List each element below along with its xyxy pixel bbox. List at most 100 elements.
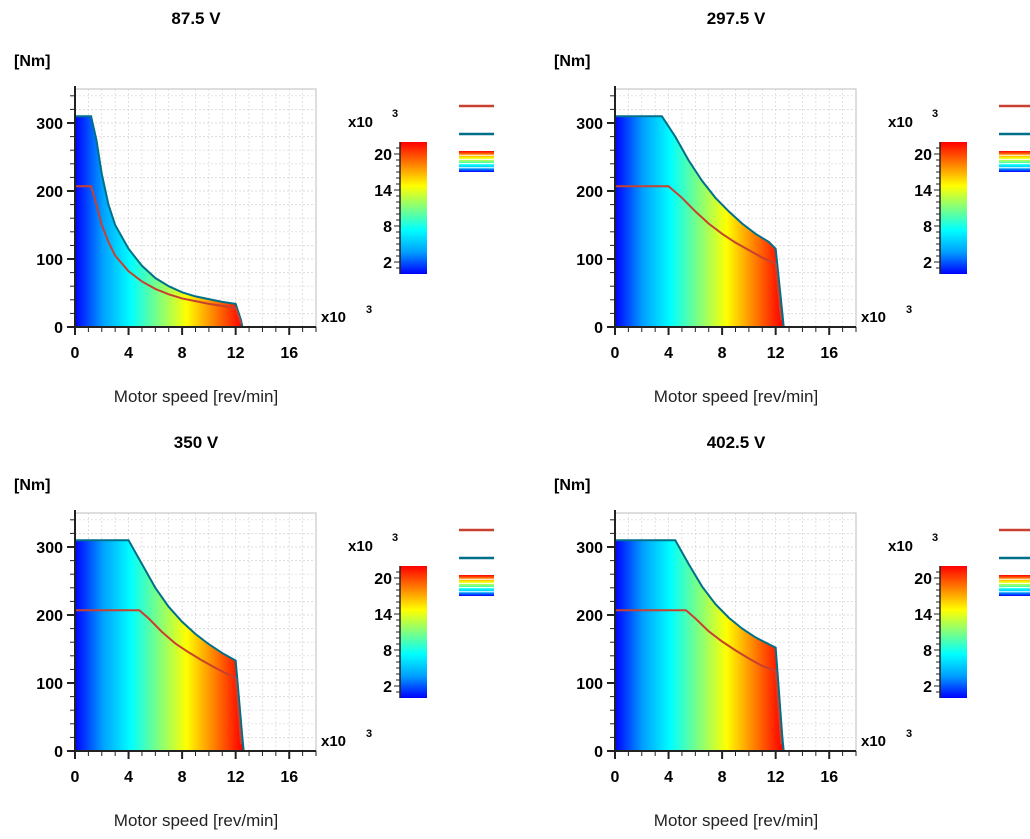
legend — [459, 528, 494, 596]
colorbar-tick-label: 2 — [923, 679, 932, 696]
colorbar-tick-label: 2 — [923, 255, 932, 272]
colorbar-tick-label: 2 — [383, 255, 392, 272]
x-multiplier: x10 — [861, 309, 886, 326]
x-multiplier: x10 — [321, 309, 346, 326]
colorbar-multiplier-exponent: 3 — [392, 108, 398, 120]
colorbar-tick-label: 14 — [914, 183, 932, 200]
legend-colormap-swatch — [999, 151, 1030, 172]
colorbar — [940, 142, 967, 274]
y-tick-label: 200 — [576, 608, 603, 625]
y-tick-label: 300 — [36, 540, 63, 557]
x-multiplier-exponent: 3 — [906, 728, 912, 740]
colorbar — [400, 566, 427, 698]
x-tick-label: 12 — [767, 769, 785, 786]
y-tick-label: 200 — [36, 184, 63, 201]
y-tick-label: 0 — [594, 320, 603, 337]
x-tick-label: 12 — [227, 345, 245, 362]
x-multiplier: x10 — [861, 733, 886, 750]
max-torque-line — [75, 539, 316, 752]
x-tick-label: 16 — [280, 345, 298, 362]
x-tick-label: 0 — [71, 345, 80, 362]
x-multiplier-exponent: 3 — [366, 304, 372, 316]
colorbar-tick-label: 14 — [914, 607, 932, 624]
x-tick-label: 4 — [124, 345, 133, 362]
efficiency-map-area — [75, 116, 316, 327]
legend — [999, 528, 1030, 596]
colorbar-multiplier: x10 — [888, 114, 913, 131]
x-tick-label: 12 — [767, 345, 785, 362]
colorbar-tick-label: 20 — [374, 571, 392, 588]
y-tick-label: 100 — [36, 676, 63, 693]
x-tick-label: 12 — [227, 769, 245, 786]
x-tick-label: 16 — [280, 769, 298, 786]
rated-torque-line — [75, 609, 243, 745]
y-axis-unit: [Nm] — [554, 53, 590, 70]
colorbar — [400, 142, 427, 274]
x-tick-label: 0 — [71, 769, 80, 786]
max-torque-line — [615, 115, 856, 328]
colorbar — [940, 566, 967, 698]
y-tick-label: 100 — [576, 252, 603, 269]
chart-panel-297-5v: 297.5 V [Nm] 0 100 200 300 0 4 8 12 16 x10 3 Motor sp… — [540, 0, 1030, 415]
efficiency-map-area — [75, 540, 316, 751]
efficiency-map-area — [615, 116, 856, 327]
y-tick-label: 0 — [594, 744, 603, 761]
colorbar-tick-label: 8 — [383, 219, 392, 236]
x-tick-label: 8 — [178, 769, 187, 786]
x-axis-label: Motor speed [rev/min] — [654, 387, 818, 406]
chart-svg: 402.5 V [Nm] 0 100 200 300 0 4 8 12 16 x10 3 Motor sp… — [554, 433, 1030, 830]
y-tick-label: 100 — [36, 252, 63, 269]
colorbar-multiplier: x10 — [888, 538, 913, 555]
x-tick-label: 4 — [664, 769, 673, 786]
x-tick-label: 4 — [124, 769, 133, 786]
x-tick-label: 16 — [820, 769, 838, 786]
legend — [459, 104, 494, 172]
x-tick-label: 8 — [718, 345, 727, 362]
chart-svg: 87.5 V [Nm] 0 100 200 300 0 4 8 12 16 x10 3 Motor spe… — [14, 9, 494, 406]
colorbar-tick-label: 20 — [914, 571, 932, 588]
x-tick-label: 8 — [718, 769, 727, 786]
rated-torque-line — [615, 609, 783, 745]
y-tick-label: 0 — [54, 320, 63, 337]
x-tick-label: 16 — [820, 345, 838, 362]
colorbar-tick-label: 8 — [923, 219, 932, 236]
colorbar-tick-label: 14 — [374, 183, 392, 200]
colorbar-tick-label: 8 — [383, 643, 392, 660]
rated-torque-line — [75, 185, 242, 324]
y-tick-label: 200 — [576, 184, 603, 201]
chart-title: 297.5 V — [707, 9, 766, 28]
x-tick-label: 8 — [178, 345, 187, 362]
legend — [999, 104, 1030, 172]
x-tick-label: 4 — [664, 345, 673, 362]
x-multiplier-exponent: 3 — [906, 304, 912, 316]
legend-colormap-swatch — [999, 575, 1030, 596]
x-multiplier-exponent: 3 — [366, 728, 372, 740]
x-axis-label: Motor speed [rev/min] — [114, 387, 278, 406]
x-tick-label: 0 — [611, 769, 620, 786]
efficiency-map-area — [615, 540, 856, 751]
y-axis-unit: [Nm] — [554, 477, 590, 494]
colorbar-tick-label: 20 — [914, 147, 932, 164]
y-tick-label: 100 — [576, 676, 603, 693]
y-tick-label: 300 — [576, 116, 603, 133]
colorbar-multiplier-exponent: 3 — [932, 108, 938, 120]
colorbar-tick-label: 20 — [374, 147, 392, 164]
y-tick-label: 300 — [576, 540, 603, 557]
colorbar-multiplier-exponent: 3 — [932, 532, 938, 544]
chart-panel-350v: 350 V [Nm] 0 100 200 300 0 4 8 12 16 x10 3 Motor spee… — [0, 424, 540, 839]
max-torque-line — [615, 539, 856, 752]
max-torque-line — [75, 115, 316, 328]
x-tick-label: 0 — [611, 345, 620, 362]
rated-torque-line — [615, 185, 783, 321]
x-axis-label: Motor speed [rev/min] — [114, 811, 278, 830]
y-tick-label: 300 — [36, 116, 63, 133]
chart-panel-87-5v: 87.5 V [Nm] 0 100 200 300 0 4 8 12 16 x10 3 Motor spe… — [0, 0, 540, 415]
chart-title: 350 V — [174, 433, 219, 452]
x-axis-label: Motor speed [rev/min] — [654, 811, 818, 830]
colorbar-multiplier: x10 — [348, 114, 373, 131]
colorbar-multiplier-exponent: 3 — [392, 532, 398, 544]
y-axis-unit: [Nm] — [14, 53, 50, 70]
chart-svg: 297.5 V [Nm] 0 100 200 300 0 4 8 12 16 x10 3 Motor sp… — [554, 9, 1030, 406]
chart-panel-402-5v: 402.5 V [Nm] 0 100 200 300 0 4 8 12 16 x10 3 Motor sp… — [540, 424, 1030, 839]
colorbar-tick-label: 8 — [923, 643, 932, 660]
